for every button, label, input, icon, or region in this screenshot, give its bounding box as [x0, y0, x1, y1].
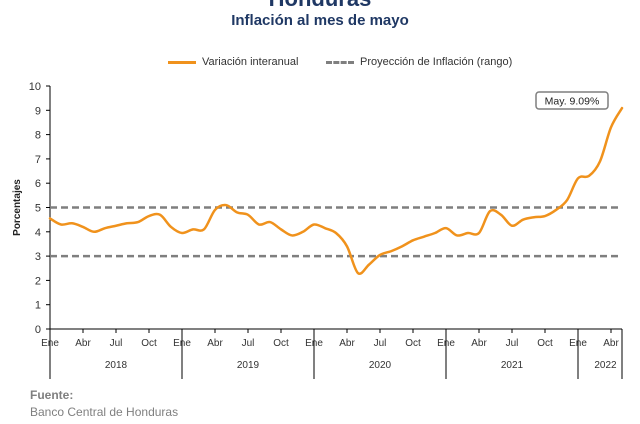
data-point [456, 234, 458, 236]
data-point [335, 232, 337, 234]
data-point [489, 210, 491, 212]
chart-subtitle: Inflación al mes de mayo [231, 12, 409, 29]
data-point [170, 226, 172, 228]
data-point [478, 232, 480, 234]
page-title: Honduras [0, 0, 640, 12]
y-tick-label: 4 [35, 227, 41, 239]
data-point [280, 228, 282, 230]
data-point [214, 209, 216, 211]
data-point [82, 226, 84, 228]
y-tick-label: 10 [29, 81, 41, 93]
legend-dash-swatch [326, 60, 354, 64]
legend-band-label: Proyección de Inflación (rango) [360, 56, 513, 68]
source-value: Banco Central de Honduras [30, 405, 179, 419]
data-point [588, 175, 590, 177]
y-tick-label: 5 [35, 203, 41, 215]
x-tick-label: Jul [110, 338, 123, 349]
year-label: 2019 [237, 360, 260, 371]
latest-value-annotation-box [535, 91, 609, 110]
x-tick-label: Jul [242, 338, 255, 349]
data-point [346, 245, 348, 247]
data-point [247, 214, 249, 216]
year-label: 2021 [501, 360, 524, 371]
data-point [269, 221, 271, 223]
legend-item-band: Proyección de Inflación (rango) [326, 56, 512, 68]
data-point [258, 223, 260, 225]
year-label: 2022 [594, 360, 617, 371]
data-point [126, 222, 128, 224]
x-tick-label: Oct [273, 338, 289, 349]
data-point [71, 222, 73, 224]
data-point [236, 211, 238, 213]
data-point [181, 232, 183, 234]
data-point [621, 107, 623, 109]
y-tick-label: 8 [35, 130, 41, 142]
data-point [500, 214, 502, 216]
data-point [225, 204, 227, 206]
data-point [401, 245, 403, 247]
data-point [313, 223, 315, 225]
data-point [467, 232, 469, 234]
x-tick-label: Oct [537, 338, 553, 349]
x-tick-label: Abr [471, 338, 487, 349]
data-point [445, 227, 447, 229]
data-point [577, 177, 579, 179]
chart-legend: Variación interanual Proyección de Infla… [0, 56, 640, 72]
data-point [357, 272, 359, 274]
x-tick-label: Abr [75, 338, 91, 349]
year-label: 2020 [369, 360, 392, 371]
data-point [192, 228, 194, 230]
year-label: 2018 [105, 360, 128, 371]
data-point [60, 223, 62, 225]
data-point [599, 160, 601, 162]
data-point [137, 221, 139, 223]
x-tick-label: Oct [405, 338, 421, 349]
legend-series-label: Variación interanual [202, 56, 299, 68]
data-point [522, 218, 524, 220]
data-point [555, 209, 557, 211]
data-point [511, 225, 513, 227]
y-tick-label: 0 [35, 324, 41, 336]
data-point [544, 215, 546, 217]
x-tick-label: Jul [374, 338, 387, 349]
data-point [104, 227, 106, 229]
y-tick-label: 2 [35, 275, 41, 287]
legend-item-series: Variación interanual [168, 56, 298, 68]
data-point [324, 227, 326, 229]
data-point [390, 250, 392, 252]
data-point [566, 199, 568, 201]
x-tick-label: Jul [506, 338, 519, 349]
y-tick-label: 7 [35, 154, 41, 166]
data-point [148, 215, 150, 217]
data-point [203, 228, 205, 230]
data-point [533, 216, 535, 218]
y-tick-label: 3 [35, 251, 41, 263]
data-point [412, 239, 414, 241]
data-point [368, 263, 370, 265]
data-point [291, 234, 293, 236]
x-tick-label: Abr [603, 338, 619, 349]
y-tick-label: 9 [35, 105, 41, 117]
data-point [49, 217, 51, 219]
source-label: Fuente: [30, 388, 74, 402]
data-point [115, 225, 117, 227]
latest-value-annotation: May. 9.09% [545, 96, 600, 108]
data-point [93, 231, 95, 233]
data-point [302, 231, 304, 233]
data-point [423, 235, 425, 237]
data-point [159, 214, 161, 216]
data-point [434, 232, 436, 234]
x-tick-label: Abr [339, 338, 355, 349]
data-point [610, 126, 612, 128]
series-line-variacion-interanual [48, 106, 624, 275]
y-axis-title: Porcentajes [12, 179, 23, 236]
y-tick-label: 1 [35, 300, 41, 312]
legend-line-swatch [168, 60, 196, 64]
data-point [379, 254, 381, 256]
x-tick-label: Abr [207, 338, 223, 349]
x-tick-label: Oct [141, 338, 157, 349]
y-tick-label: 6 [35, 178, 41, 190]
